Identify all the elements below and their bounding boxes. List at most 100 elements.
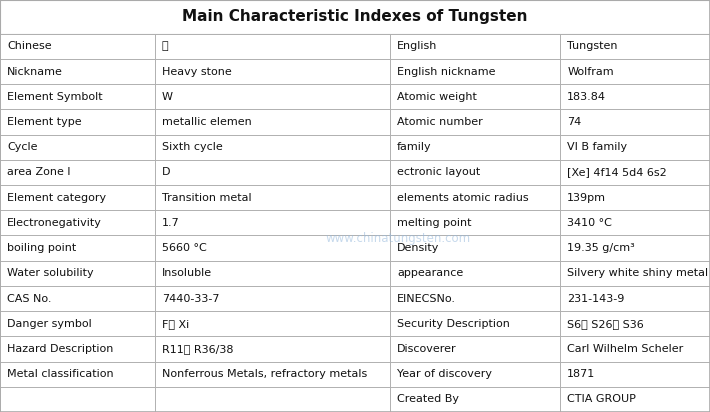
- Text: Carl Wilhelm Scheler: Carl Wilhelm Scheler: [567, 344, 684, 354]
- Bar: [155, 34, 390, 59]
- Text: elements atomic radius: elements atomic radius: [397, 193, 528, 203]
- Bar: [155, 210, 390, 236]
- Bar: [155, 362, 390, 387]
- Bar: [390, 185, 560, 210]
- Text: 139pm: 139pm: [567, 193, 606, 203]
- Bar: [560, 135, 710, 160]
- Text: Sixth cycle: Sixth cycle: [162, 142, 223, 152]
- Bar: [390, 84, 560, 110]
- Bar: [390, 286, 560, 311]
- Bar: [390, 236, 560, 261]
- Text: Nickname: Nickname: [7, 67, 63, 77]
- Bar: [390, 59, 560, 84]
- Bar: [0, 135, 155, 160]
- Text: Wolfram: Wolfram: [567, 67, 614, 77]
- Text: Year of discovery: Year of discovery: [397, 369, 492, 379]
- Text: Atomic number: Atomic number: [397, 117, 483, 127]
- Text: ectronic layout: ectronic layout: [397, 167, 480, 178]
- Bar: [0, 311, 155, 336]
- Bar: [0, 261, 155, 286]
- Bar: [560, 336, 710, 362]
- Bar: [155, 135, 390, 160]
- Bar: [155, 311, 390, 336]
- Text: Hazard Description: Hazard Description: [7, 344, 114, 354]
- Text: CAS No.: CAS No.: [7, 293, 52, 304]
- Text: Created By: Created By: [397, 394, 459, 405]
- Bar: [0, 336, 155, 362]
- Text: Discoverer: Discoverer: [397, 344, 457, 354]
- Bar: [560, 84, 710, 110]
- Bar: [390, 34, 560, 59]
- Text: S6； S26； S36: S6； S26； S36: [567, 319, 644, 329]
- Bar: [560, 387, 710, 412]
- Bar: [0, 110, 155, 135]
- Text: Transition metal: Transition metal: [162, 193, 251, 203]
- Bar: [155, 84, 390, 110]
- Text: Tungsten: Tungsten: [567, 41, 618, 52]
- Text: 3410 °C: 3410 °C: [567, 218, 612, 228]
- Text: area Zone l: area Zone l: [7, 167, 70, 178]
- Bar: [155, 336, 390, 362]
- Bar: [390, 362, 560, 387]
- Text: 1871: 1871: [567, 369, 596, 379]
- Bar: [0, 34, 155, 59]
- Bar: [390, 387, 560, 412]
- Text: Danger symbol: Danger symbol: [7, 319, 92, 329]
- Bar: [0, 210, 155, 236]
- Text: Silvery white shiny metal: Silvery white shiny metal: [567, 268, 709, 279]
- Text: Water solubility: Water solubility: [7, 268, 94, 279]
- Bar: [390, 336, 560, 362]
- Text: Metal classification: Metal classification: [7, 369, 114, 379]
- Text: 钒: 钒: [162, 41, 168, 52]
- Bar: [0, 362, 155, 387]
- Text: EINECSNo.: EINECSNo.: [397, 293, 456, 304]
- Text: CTIA GROUP: CTIA GROUP: [567, 394, 636, 405]
- Bar: [560, 185, 710, 210]
- Text: 19.35 g/cm³: 19.35 g/cm³: [567, 243, 635, 253]
- Bar: [155, 286, 390, 311]
- Bar: [0, 160, 155, 185]
- Text: Cycle: Cycle: [7, 142, 38, 152]
- Text: 1.7: 1.7: [162, 218, 180, 228]
- Text: Atomic weight: Atomic weight: [397, 92, 477, 102]
- Bar: [155, 185, 390, 210]
- Bar: [0, 236, 155, 261]
- Text: Nonferrous Metals, refractory metals: Nonferrous Metals, refractory metals: [162, 369, 367, 379]
- Bar: [155, 261, 390, 286]
- Text: 74: 74: [567, 117, 581, 127]
- Bar: [155, 387, 390, 412]
- Bar: [560, 59, 710, 84]
- Bar: [0, 185, 155, 210]
- Bar: [155, 160, 390, 185]
- Bar: [560, 34, 710, 59]
- Bar: [560, 261, 710, 286]
- Bar: [0, 0, 710, 34]
- Text: Chinese: Chinese: [7, 41, 52, 52]
- Text: Element type: Element type: [7, 117, 82, 127]
- Bar: [0, 286, 155, 311]
- Text: www.chinatungsten.com: www.chinatungsten.com: [325, 232, 470, 246]
- Bar: [560, 362, 710, 387]
- Text: appearance: appearance: [397, 268, 463, 279]
- Text: English: English: [397, 41, 437, 52]
- Text: English nickname: English nickname: [397, 67, 496, 77]
- Text: [Xe] 4f14 5d4 6s2: [Xe] 4f14 5d4 6s2: [567, 167, 667, 178]
- Text: Element Symbolt: Element Symbolt: [7, 92, 103, 102]
- Bar: [560, 110, 710, 135]
- Bar: [155, 110, 390, 135]
- Text: family: family: [397, 142, 432, 152]
- Bar: [390, 261, 560, 286]
- Bar: [390, 160, 560, 185]
- Text: D: D: [162, 167, 170, 178]
- Bar: [390, 135, 560, 160]
- Text: Main Characteristic Indexes of Tungsten: Main Characteristic Indexes of Tungsten: [182, 9, 528, 24]
- Bar: [390, 110, 560, 135]
- Bar: [560, 160, 710, 185]
- Text: Heavy stone: Heavy stone: [162, 67, 231, 77]
- Bar: [155, 236, 390, 261]
- Bar: [0, 59, 155, 84]
- Text: Electronegativity: Electronegativity: [7, 218, 102, 228]
- Text: 5660 °C: 5660 °C: [162, 243, 207, 253]
- Text: R11； R36/38: R11； R36/38: [162, 344, 234, 354]
- Bar: [0, 387, 155, 412]
